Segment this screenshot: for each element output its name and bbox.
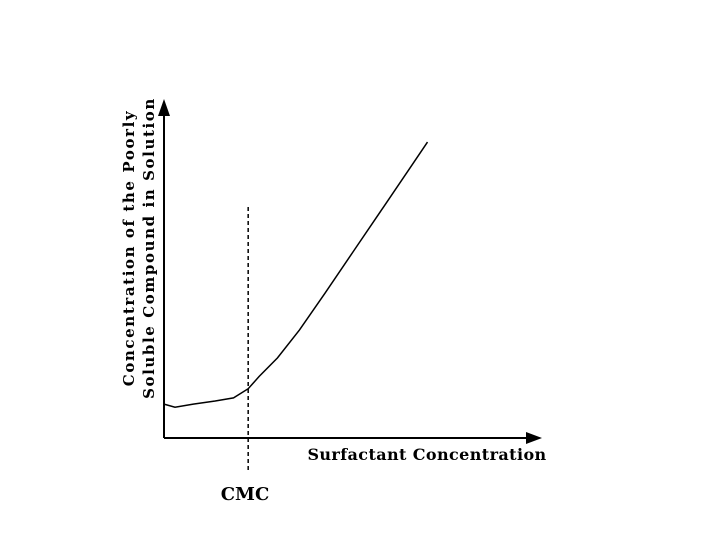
y-axis-label-line-1: Concentration of the Poorly: [120, 110, 138, 386]
y-axis-label-line-2: Soluble Compound in Solution: [140, 97, 158, 399]
y-axis-label: Concentration of the Poorly Soluble Comp…: [120, 97, 158, 399]
series-line: [163, 141, 429, 408]
y-axis: [158, 99, 170, 438]
cmc-label: CMC: [221, 484, 270, 505]
x-axis-label: Surfactant Concentration: [307, 445, 546, 464]
x-axis: [164, 432, 542, 444]
y-axis-arrow: [158, 99, 170, 116]
x-axis-arrow: [526, 432, 542, 444]
